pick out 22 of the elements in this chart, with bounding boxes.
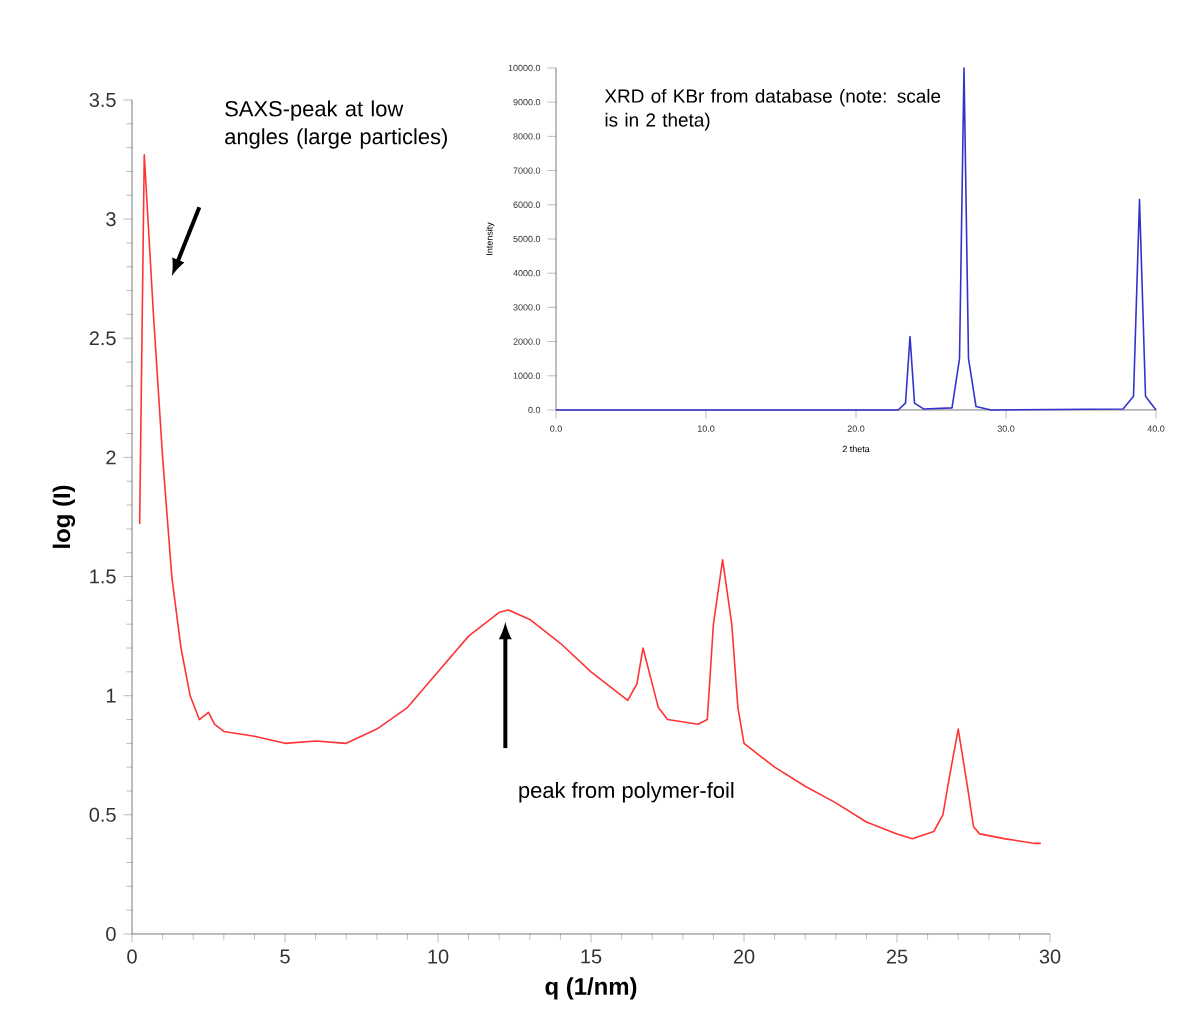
y-tick-label: 0.5	[89, 807, 116, 822]
x-tick-label: 30	[1039, 949, 1061, 964]
annotation: SAXS-peak at low angles (large particles)	[225, 100, 447, 149]
y-tick-label: 3	[106, 212, 116, 227]
x-tick-label: 20	[733, 949, 755, 964]
x-tick-label: 5	[280, 949, 290, 964]
y-tick-label: 2.5	[89, 331, 116, 346]
y-tick-label: 2	[106, 450, 116, 465]
x-tick-label: 0	[127, 949, 137, 964]
y-tick-label: 1.5	[90, 569, 116, 584]
line-series	[555, 67, 1157, 411]
x-axis-title: q (1/nm)	[545, 977, 637, 1000]
annotation: peak from polymer-foil	[519, 781, 734, 803]
y-tick-label: 0	[106, 926, 116, 942]
y-tick-label: 1	[106, 688, 116, 703]
x-tick-label: 10	[428, 949, 449, 964]
y-axis-title: log (I)	[52, 485, 76, 548]
line-series	[138, 153, 1042, 845]
x-tick-label: 15	[581, 949, 602, 964]
x-tick-label: 25	[886, 949, 908, 964]
y-tick-label: 3.5	[89, 92, 116, 108]
annotation: XRD of KBr from database (note: scale is in 2 theta)	[604, 88, 941, 131]
